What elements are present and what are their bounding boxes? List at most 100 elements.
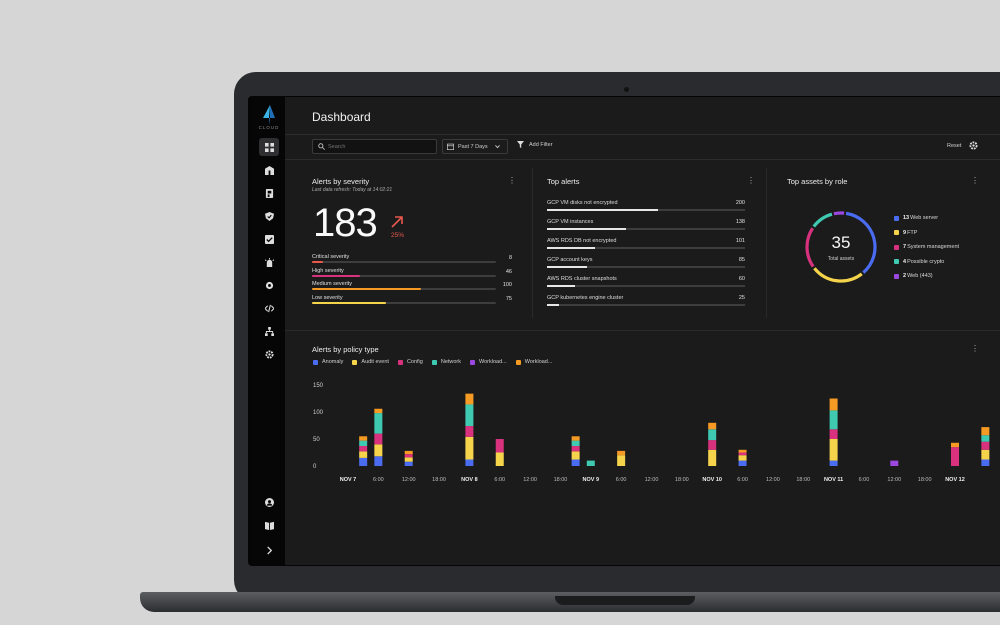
top-alert-row[interactable]: GCP VM instances 138: [547, 219, 745, 233]
severity-row[interactable]: Critical severity 8: [312, 254, 512, 266]
top-alert-row[interactable]: GCP VM disks not encrypted 200: [547, 200, 745, 214]
sidebar-item-assets[interactable]: [259, 161, 279, 179]
policy-menu-button[interactable]: ⋮: [971, 344, 979, 353]
section-divider: [285, 330, 1000, 331]
legend-swatch: [894, 215, 899, 221]
calendar-icon: [447, 143, 454, 150]
gear-cog-icon: [265, 281, 273, 289]
policy-legend-item[interactable]: Config: [397, 359, 423, 365]
app-screen: CLOUD: [253, 97, 1000, 565]
severity-change: 25%: [391, 232, 405, 239]
sidebar-item-policies[interactable]: [259, 184, 279, 202]
legend-swatch: [470, 359, 476, 365]
policy-legend-item[interactable]: Network: [431, 359, 461, 365]
search-icon: [318, 143, 325, 150]
search-box[interactable]: [312, 139, 437, 154]
card-divider: [766, 168, 767, 318]
top-alert-bar: [547, 247, 595, 249]
severity-row[interactable]: Low severity 75: [312, 295, 512, 307]
severity-bar: [312, 288, 421, 290]
sidebar-item-docs[interactable]: [259, 516, 279, 534]
policy-legend-item[interactable]: Workload...: [515, 359, 552, 365]
legend-swatch: [894, 244, 899, 250]
top-alert-value: 85: [738, 257, 745, 263]
asset-count: 7: [903, 244, 907, 250]
sidebar-item-compute[interactable]: [259, 276, 279, 294]
severity-value: 8: [508, 255, 512, 261]
top-alert-track: [547, 247, 745, 249]
assets-title: Top assets by role: [787, 177, 848, 186]
severity-menu-button[interactable]: ⋮: [508, 176, 516, 185]
top-alert-value: 25: [738, 295, 745, 301]
sidebar-item-alerts-check[interactable]: [259, 230, 279, 248]
book-icon: [264, 521, 274, 530]
policy-legend-item[interactable]: Anomaly: [313, 359, 343, 365]
policy-legend-item[interactable]: Workload...: [470, 359, 507, 365]
camera-icon: [624, 87, 629, 92]
gear-icon[interactable]: [969, 141, 978, 150]
policy-legend-label: Config: [406, 359, 423, 365]
top-alert-label: AWS RDS DB not encrypted: [547, 238, 617, 244]
checkbox-icon: [264, 234, 274, 244]
search-input[interactable]: [328, 142, 433, 152]
sidebar-item-profile[interactable]: [259, 493, 279, 511]
legend-swatch: [352, 359, 358, 365]
donut-slice: [812, 212, 833, 228]
top-alert-row[interactable]: GCP account keys 85: [547, 257, 745, 271]
severity-track: [312, 274, 496, 277]
top-alert-track: [547, 285, 745, 287]
sidebar-item-settings[interactable]: [259, 345, 279, 363]
building-icon: [264, 165, 274, 175]
legend-swatch: [313, 359, 318, 365]
sidebar-item-compliance[interactable]: [259, 207, 279, 225]
donut-slice: [805, 227, 815, 268]
reset-button[interactable]: Reset: [947, 143, 962, 149]
add-filter-button[interactable]: Add Filter: [517, 141, 553, 148]
settings-icon: [264, 349, 274, 359]
sidebar-item-alarms[interactable]: [259, 253, 279, 271]
top-alert-label: GCP VM disks not encrypted: [547, 200, 618, 206]
sidebar-expand-button[interactable]: [259, 541, 279, 559]
logo-text: CLOUD: [258, 125, 280, 130]
severity-bar: [312, 301, 386, 304]
asset-role: Possible crypto: [907, 258, 945, 265]
top-alert-label: AWS RDS cluster snapshots: [547, 276, 617, 282]
date-range-select[interactable]: Past 7 Days: [442, 139, 508, 154]
severity-label: Low severity: [312, 294, 343, 301]
grid-icon: [264, 142, 274, 152]
assets-donut: [805, 211, 877, 283]
policy-title: Alerts by policy type: [312, 345, 379, 354]
severity-row[interactable]: High severity 46: [312, 268, 512, 280]
policy-legend-label: Workload...: [479, 359, 507, 365]
hierarchy-icon: [264, 326, 274, 336]
shield-check-icon: [264, 211, 274, 221]
policy-legend-item[interactable]: Audit event: [352, 359, 389, 365]
severity-track: [312, 261, 496, 263]
legend-swatch: [431, 359, 437, 365]
sidebar-item-dashboard[interactable]: [259, 138, 279, 156]
top-alert-bar: [547, 266, 587, 268]
top-alert-row[interactable]: GCP kubernetes engine cluster 25: [547, 295, 745, 309]
top-alert-bar: [547, 228, 627, 230]
toolbar: Past 7 Days Add Filter Reset: [285, 134, 1000, 160]
severity-value: 75: [505, 295, 512, 302]
top-alert-row[interactable]: AWS RDS DB not encrypted 101: [547, 238, 745, 252]
assets-menu-button[interactable]: ⋮: [971, 176, 979, 185]
top-alerts-title: Top alerts: [547, 177, 580, 186]
assets-total: 35: [831, 233, 851, 252]
severity-track: [312, 301, 496, 304]
severity-bar: [312, 261, 324, 263]
top-alert-row[interactable]: AWS RDS cluster snapshots 60: [547, 276, 745, 290]
top-alert-track: [547, 266, 745, 268]
asset-legend-text: 7System management: [903, 244, 959, 250]
top-alert-label: GCP kubernetes engine cluster: [547, 295, 624, 301]
sidebar-item-network[interactable]: [259, 322, 279, 340]
code-icon: [264, 304, 274, 312]
top-alerts-menu-button[interactable]: ⋮: [747, 176, 755, 185]
asset-legend-item: 13Web server: [894, 215, 938, 221]
asset-legend-item: 4Possible crypto: [894, 259, 944, 265]
legend-swatch: [515, 359, 521, 365]
severity-row[interactable]: Medium severity 100: [312, 281, 512, 293]
sidebar-item-code[interactable]: [259, 299, 279, 317]
severity-bar: [312, 274, 360, 277]
